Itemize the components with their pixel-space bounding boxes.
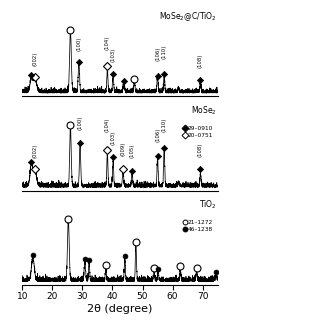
Text: (002): (002) [33, 144, 37, 158]
Text: (106): (106) [155, 127, 160, 142]
Text: (104): (104) [105, 118, 110, 132]
X-axis label: 2θ (degree): 2θ (degree) [87, 304, 153, 314]
Text: (100): (100) [77, 116, 83, 130]
Text: (103): (103) [111, 47, 116, 62]
Text: MoSe$_2$@C/TiO$_2$: MoSe$_2$@C/TiO$_2$ [159, 10, 217, 23]
Legend: 29–0910, 20–0751: 29–0910, 20–0751 [183, 125, 214, 138]
Text: (105): (105) [130, 144, 134, 158]
Legend: 21–1272, 46–1238: 21–1272, 46–1238 [183, 220, 214, 233]
Text: (106): (106) [155, 47, 160, 61]
Text: (002): (002) [33, 52, 37, 67]
Text: (108): (108) [198, 53, 203, 68]
Text: (110): (110) [162, 45, 167, 60]
Text: (104): (104) [105, 36, 110, 51]
Text: (108): (108) [198, 143, 203, 157]
Text: (009): (009) [121, 142, 125, 156]
Text: TiO$_2$: TiO$_2$ [199, 199, 217, 211]
Text: (110): (110) [162, 118, 167, 132]
Text: MoSe$_2$: MoSe$_2$ [191, 104, 217, 117]
Text: (103): (103) [111, 130, 116, 145]
Text: (100): (100) [76, 37, 81, 51]
